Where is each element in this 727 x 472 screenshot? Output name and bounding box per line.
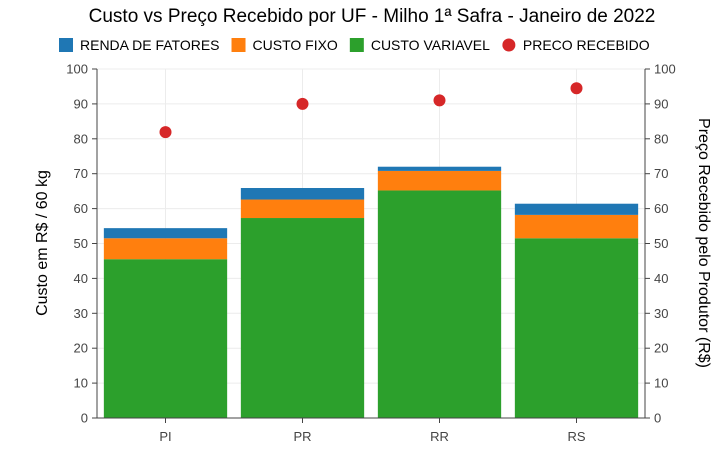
bar-custo-fixo-pr <box>240 199 365 219</box>
legend-label: RENDA DE FATORES <box>80 37 220 53</box>
y2-tick-label: 70 <box>654 166 668 181</box>
bar-custo-variavel-rs <box>514 238 639 418</box>
y2-tick-label: 90 <box>654 96 668 111</box>
price-points <box>159 82 583 139</box>
y-tick-label: 70 <box>74 166 88 181</box>
bar-renda-de-fatores-pi <box>103 228 228 239</box>
legend-swatch-custo-variavel <box>349 38 364 52</box>
point-preco-recebido-pr <box>296 97 309 110</box>
point-preco-recebido-rr <box>433 94 446 107</box>
legend-label: PRECO RECEBIDO <box>523 37 650 53</box>
y-tick-label: 60 <box>74 201 88 216</box>
y-tick-label: 100 <box>66 62 88 77</box>
x-tick-label: RR <box>430 429 449 444</box>
legend-swatch-renda-de-fatores <box>59 38 73 52</box>
axes: 0 0 10 10 20 20 30 30 40 40 50 50 60 60 70 70 80 80 90 90 10… <box>66 62 675 445</box>
legend-marker-preco-recebido <box>502 38 516 52</box>
y-tick-label: 0 <box>81 411 88 426</box>
bar-custo-variavel-pi <box>103 259 228 418</box>
y-tick-label: 80 <box>74 131 88 146</box>
x-tick-label: PR <box>293 429 311 444</box>
y2-tick-label: 50 <box>654 236 668 251</box>
legend: RENDA DE FATORES CUSTO FIXO CUSTO VARIAVEL… <box>59 37 650 53</box>
legend-label: CUSTO FIXO <box>253 37 338 53</box>
legend-swatch-custo-fixo <box>231 38 246 52</box>
y-tick-label: 50 <box>74 236 88 251</box>
bar-custo-fixo-pi <box>103 238 228 260</box>
bars <box>103 166 639 418</box>
bar-custo-fixo-rs <box>514 214 639 239</box>
y2-tick-label: 40 <box>654 271 668 286</box>
y-tick-label: 90 <box>74 96 88 111</box>
point-preco-recebido-rs <box>570 82 583 95</box>
bar-renda-de-fatores-rs <box>514 203 639 215</box>
y2-axis-title: Preço Recebido pelo Produtor (R$) <box>695 118 712 368</box>
y2-tick-label: 30 <box>654 306 668 321</box>
y-tick-label: 30 <box>74 306 88 321</box>
bar-custo-variavel-pr <box>240 218 365 418</box>
x-tick-label: PI <box>159 429 171 444</box>
y2-tick-label: 100 <box>654 62 676 77</box>
y2-tick-label: 20 <box>654 341 668 356</box>
point-preco-recebido-pi <box>159 126 172 139</box>
chart-title: Custo vs Preço Recebido por UF - Milho 1… <box>89 6 656 27</box>
y2-tick-label: 0 <box>654 411 661 426</box>
x-tick-label: RS <box>567 429 585 444</box>
bar-renda-de-fatores-pr <box>240 188 365 200</box>
y2-tick-label: 10 <box>654 376 668 391</box>
bar-renda-de-fatores-rr <box>377 166 502 171</box>
y-tick-label: 10 <box>74 376 88 391</box>
bar-custo-fixo-rr <box>377 170 502 191</box>
bar-custo-variavel-rr <box>377 190 502 418</box>
y2-tick-label: 60 <box>654 201 668 216</box>
y-tick-label: 20 <box>74 341 88 356</box>
legend-label: CUSTO VARIAVEL <box>371 37 490 53</box>
y-tick-label: 40 <box>74 271 88 286</box>
y2-tick-label: 80 <box>654 131 668 146</box>
y-axis-title: Custo em R$ / 60 kg <box>34 170 51 316</box>
